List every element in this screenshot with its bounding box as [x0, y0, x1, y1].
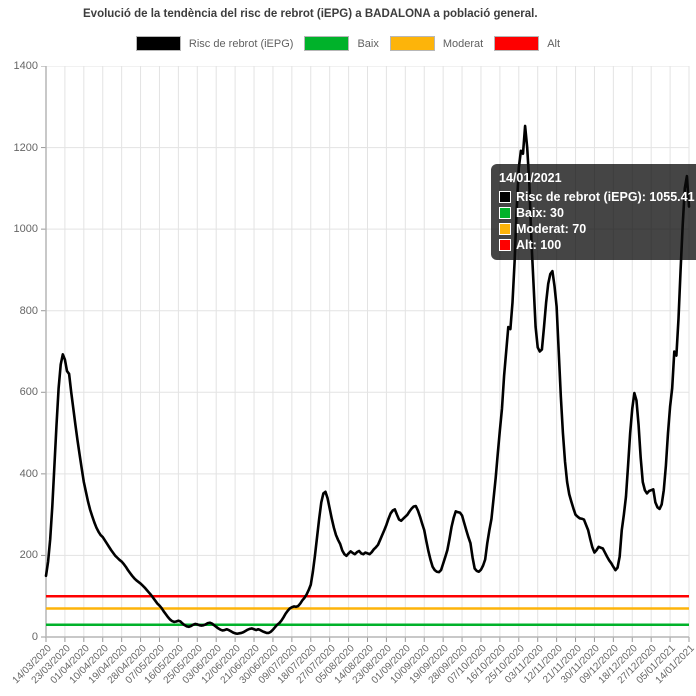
chart-title: Evolució de la tendència del risc de reb… [83, 8, 538, 20]
y-axis-label: 600 [19, 386, 38, 399]
tooltip-row: Baix: 30 [499, 206, 695, 220]
tooltip-row-text: Baix: 30 [516, 206, 564, 220]
y-axis-label: 1000 [13, 223, 38, 236]
legend-label: Alt [547, 37, 561, 50]
legend-item-baix[interactable]: Baix [304, 36, 379, 51]
y-axis-label: 0 [31, 631, 38, 643]
tooltip-row-text: Alt: 100 [516, 238, 562, 252]
tooltip-title: 14/01/2021 [499, 171, 562, 185]
legend-label: Risc de rebrot (iEPG) [188, 37, 294, 50]
tooltip-row-text: Risc de rebrot (iEPG): 1055.41 [516, 190, 695, 204]
series-line[interactable] [44, 124, 691, 636]
legend-row: Risc de rebrot (iEPG) Baix Moderat Alt [0, 36, 696, 51]
y-axis-label: 1200 [13, 141, 38, 154]
legend-label: Moderat [442, 37, 484, 50]
legend-label: Baix [357, 37, 379, 50]
y-axis-label: 1400 [13, 60, 38, 72]
legend-swatch [304, 36, 350, 51]
y-axis-label: 800 [19, 304, 38, 317]
legend-item-moderat[interactable]: Moderat [389, 36, 484, 51]
tooltip-row: Moderat: 70 [499, 222, 695, 236]
y-axis-label: 400 [19, 467, 38, 480]
y-axis-label: 200 [19, 549, 38, 562]
legend-swatch [389, 36, 435, 51]
chart-canvas[interactable] [40, 66, 696, 650]
legend-item-alt[interactable]: Alt [494, 36, 560, 51]
legend-swatch [494, 36, 540, 51]
tooltip-row: Risc de rebrot (iEPG): 1055.41 [499, 190, 695, 204]
tooltip-swatch [499, 239, 511, 251]
tooltip-row-text: Moderat: 70 [516, 222, 587, 236]
legend-item-risc-de-rebrot-iepg-[interactable]: Risc de rebrot (iEPG) [135, 36, 294, 51]
tooltip: 14/01/2021 Risc de rebrot (iEPG): 1055.4… [491, 164, 696, 260]
tooltip-swatch [499, 207, 511, 219]
tooltip-row: Alt: 100 [499, 238, 695, 252]
tooltip-swatch [499, 191, 511, 203]
legend-swatch [135, 36, 181, 51]
tooltip-swatch [499, 223, 511, 235]
